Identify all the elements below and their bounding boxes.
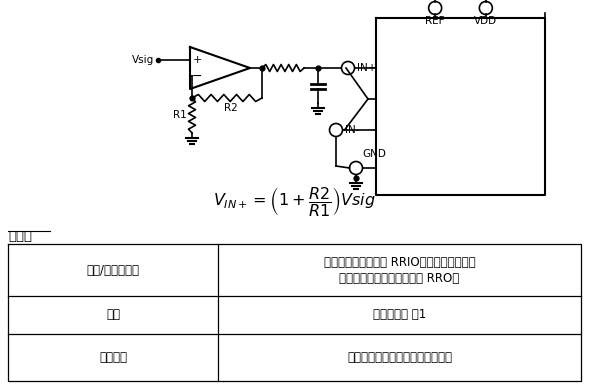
Text: 高阻抗受放大器的输入漏电流影响: 高阻抗受放大器的输入漏电流影响	[347, 351, 452, 364]
Text: $V_{IN+} = \left(1+\dfrac{R2}{R1}\right)Vsig$: $V_{IN+} = \left(1+\dfrac{R2}{R1}\right)…	[213, 185, 375, 218]
Text: REF: REF	[425, 16, 445, 26]
Text: R1: R1	[173, 111, 187, 121]
Text: −: −	[192, 70, 202, 83]
Text: 利与弊: 利与弊	[8, 230, 32, 243]
Text: IN-: IN-	[345, 125, 359, 135]
Text: VDD: VDD	[474, 16, 498, 26]
Text: 输入际抗: 输入际抗	[99, 351, 127, 364]
Text: IN+: IN+	[357, 63, 376, 73]
Text: 仅允许增益 ＞1: 仅允许增益 ＞1	[373, 308, 426, 321]
Text: 裕量/单电源供电: 裕量/单电源供电	[87, 263, 140, 276]
Text: Vsig: Vsig	[132, 55, 154, 65]
Text: 单电源供电可能需要 RRIO，取决于增益。如: 单电源供电可能需要 RRIO，取决于增益。如	[324, 255, 475, 268]
Text: GND: GND	[362, 149, 386, 159]
Text: 果增益足够高，可能只需要 RRO。: 果增益足够高，可能只需要 RRO。	[339, 271, 459, 285]
Text: +: +	[193, 55, 201, 65]
Text: R2: R2	[224, 103, 238, 113]
Text: 增益: 增益	[106, 308, 120, 321]
